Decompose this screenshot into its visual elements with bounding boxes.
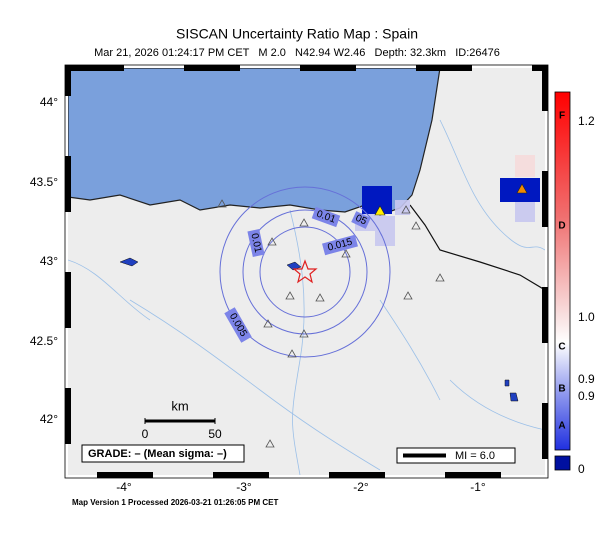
map-body-part-part xyxy=(341,249,351,258)
lat-label: 43° xyxy=(40,254,58,268)
map-body-part-part xyxy=(515,155,535,177)
map-body-part-part-part xyxy=(224,307,252,343)
contour-label: 05 xyxy=(354,213,369,228)
colorbar-letter: F xyxy=(559,111,565,122)
map-body-part-part xyxy=(267,237,277,246)
map-body-part-part xyxy=(315,293,325,302)
map-body-part-part xyxy=(395,200,410,215)
colorbar-value: 0 xyxy=(578,462,585,476)
lon-label: -1° xyxy=(470,480,486,494)
lat-label: 44° xyxy=(40,95,58,109)
map-body-part-part xyxy=(285,291,295,300)
colorbar: F D C B A 1.2 1.0 0.9 0.9 0 xyxy=(554,91,595,476)
colorbar-part: 1.2 1.0 0.9 0.9 0 xyxy=(578,114,595,476)
map-body-part-part: 05 xyxy=(351,211,371,229)
map-body-part xyxy=(119,257,519,402)
map-body-part-part xyxy=(242,209,368,335)
colorbar-part: F D C B A xyxy=(558,111,565,432)
scale-label: 0 xyxy=(142,427,149,441)
map-body-part xyxy=(219,186,391,358)
map-body-part xyxy=(362,186,392,214)
scale-bar: km 0 50 xyxy=(142,398,222,441)
map-body-part-part: 0.01 xyxy=(247,229,265,257)
scale-unit: km xyxy=(171,398,188,413)
legend-text: MI = 6.0 xyxy=(455,450,495,462)
colorbar-part xyxy=(554,91,571,451)
subtitle: Mar 21, 2026 01:24:17 PM CET M 2.0 N42.9… xyxy=(94,47,500,59)
colorbar-part xyxy=(554,455,571,471)
map-body-part xyxy=(292,259,318,284)
map-body-part xyxy=(68,119,545,475)
map-frame xyxy=(64,64,549,479)
map-body-part xyxy=(516,183,528,194)
footer: Map Version 1 Processed 2026-03-21 01:26… xyxy=(72,498,278,507)
map-body-part-part xyxy=(504,379,510,387)
map-body-part xyxy=(374,205,386,216)
lat-label: 43.5° xyxy=(30,175,58,189)
map-body-part-part xyxy=(263,319,273,328)
map-body-part-part xyxy=(119,257,139,267)
axis-labels: -4° -3° -2° -1° 44° 43.5° 43° 42.5° 42° xyxy=(30,95,486,494)
map-body-part-part xyxy=(449,379,545,431)
map-body-part-part xyxy=(403,291,413,300)
map-body-part-part xyxy=(435,273,445,282)
map-body-part-part xyxy=(375,216,395,246)
map-body-part xyxy=(68,68,441,216)
map-body-part-part xyxy=(286,261,302,271)
grade-box xyxy=(81,444,245,463)
colorbar-letter: A xyxy=(558,421,565,432)
title: SISCAN Uncertainty Ratio Map : Spain xyxy=(176,26,418,42)
colorbar-letter: C xyxy=(558,342,565,353)
lat-label: 42° xyxy=(40,412,58,426)
map-body-part-part xyxy=(265,439,275,448)
colorbar-value: 1.0 xyxy=(578,310,595,324)
map-body-part-part xyxy=(401,205,411,214)
map-body-part-part xyxy=(129,299,381,471)
map-frame xyxy=(65,65,548,478)
map-body-part-part xyxy=(217,199,227,208)
map-body-part-part-part xyxy=(322,234,358,256)
map-body-part-part xyxy=(287,349,297,358)
map-body-part-part xyxy=(411,221,421,230)
colorbar-value: 1.2 xyxy=(578,114,595,128)
lon-label: -3° xyxy=(236,480,252,494)
map-body-part-part xyxy=(509,392,519,402)
map-body-part-part xyxy=(259,226,351,318)
map-body: 0.01 0.015 0.005 0.01 05 xyxy=(68,68,545,475)
map-body-part-part xyxy=(289,209,305,475)
map-body-part xyxy=(409,204,545,291)
map-body-part-part-part xyxy=(351,211,371,229)
map-body-part-part-part xyxy=(311,206,341,228)
map-body-part-part xyxy=(439,119,545,251)
map-body-part-part xyxy=(68,259,151,321)
map-body-part-part xyxy=(379,299,441,401)
map-body-part-part xyxy=(515,200,535,222)
map-body-part-part xyxy=(219,186,391,358)
scale-label: 50 xyxy=(208,427,222,441)
colorbar-letter: B xyxy=(558,384,565,395)
map-body-part xyxy=(217,199,445,448)
lon-label: -2° xyxy=(353,480,369,494)
contour-label: 0.01 xyxy=(248,232,263,254)
grade-text: GRADE: – (Mean sigma: –) xyxy=(88,448,227,460)
lon-label: -4° xyxy=(116,480,132,494)
map-body-part-part xyxy=(299,218,309,227)
colorbar-value: 0.9 xyxy=(578,389,595,403)
colorbar-letter: D xyxy=(558,221,565,232)
lat-label: 42.5° xyxy=(30,334,58,348)
colorbar-value: 0.9 xyxy=(578,372,595,386)
map-body-part-part xyxy=(299,329,309,338)
map-body-part-part-part xyxy=(247,229,265,257)
legend-box xyxy=(396,447,516,464)
